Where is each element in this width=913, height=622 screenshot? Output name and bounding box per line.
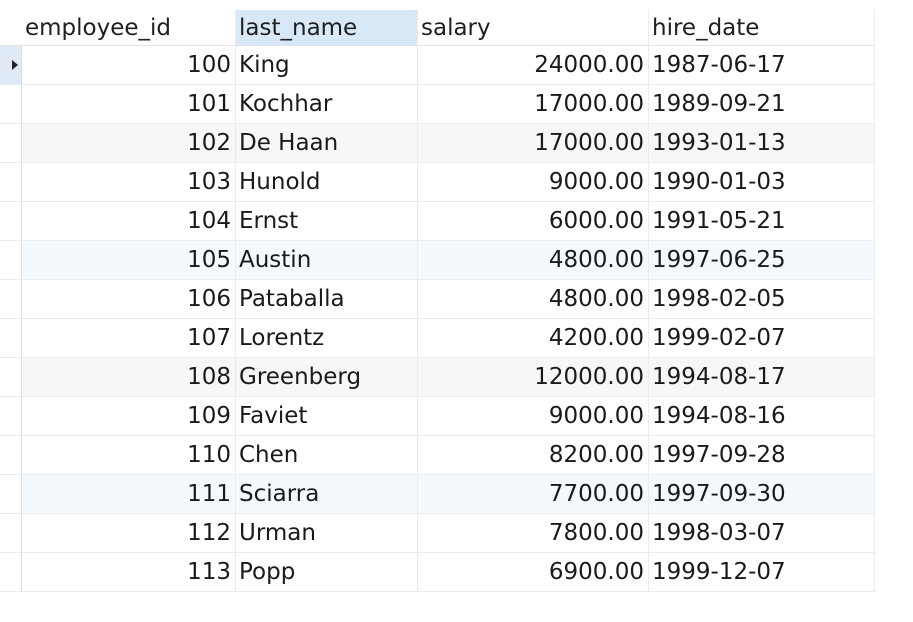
cell-hire-date[interactable]: 1987-06-17 [649, 46, 875, 84]
cell-last-name[interactable]: Lorentz [236, 319, 418, 357]
cell-employee-id[interactable]: 102 [22, 124, 236, 162]
cell-employee-id[interactable]: 106 [22, 280, 236, 318]
cell-salary[interactable]: 8200.00 [418, 436, 649, 474]
row-selector[interactable] [0, 280, 22, 318]
table-row[interactable]: 107 Lorentz 4200.00 1999-02-07 [0, 319, 875, 358]
cell-salary[interactable]: 12000.00 [418, 358, 649, 396]
cell-salary[interactable]: 4800.00 [418, 241, 649, 279]
cell-salary[interactable]: 9000.00 [418, 163, 649, 201]
cell-hire-date[interactable]: 1999-02-07 [649, 319, 875, 357]
row-selector[interactable] [0, 202, 22, 240]
cell-hire-date[interactable]: 1997-09-30 [649, 475, 875, 513]
cell-employee-id[interactable]: 113 [22, 553, 236, 591]
cell-salary[interactable]: 17000.00 [418, 85, 649, 123]
column-header-hire-date[interactable]: hire_date [649, 10, 875, 45]
cell-last-name[interactable]: Chen [236, 436, 418, 474]
row-selector[interactable] [0, 319, 22, 357]
row-selector[interactable] [0, 124, 22, 162]
cell-salary[interactable]: 6900.00 [418, 553, 649, 591]
row-selector[interactable] [0, 85, 22, 123]
column-header-salary[interactable]: salary [418, 10, 649, 45]
cell-salary[interactable]: 24000.00 [418, 46, 649, 84]
table-row[interactable]: 113 Popp 6900.00 1999-12-07 [0, 553, 875, 592]
row-selector[interactable] [0, 397, 22, 435]
cell-hire-date[interactable]: 1998-03-07 [649, 514, 875, 552]
cell-employee-id[interactable]: 107 [22, 319, 236, 357]
cell-hire-date[interactable]: 1999-12-07 [649, 553, 875, 591]
table-row[interactable]: 106 Pataballa 4800.00 1998-02-05 [0, 280, 875, 319]
cell-salary[interactable]: 17000.00 [418, 124, 649, 162]
cell-employee-id[interactable]: 112 [22, 514, 236, 552]
cell-salary[interactable]: 6000.00 [418, 202, 649, 240]
cell-salary[interactable]: 9000.00 [418, 397, 649, 435]
row-selector[interactable] [0, 514, 22, 552]
row-selector[interactable] [0, 163, 22, 201]
cell-last-name[interactable]: Kochhar [236, 85, 418, 123]
table-row[interactable]: 112 Urman 7800.00 1998-03-07 [0, 514, 875, 553]
cell-last-name[interactable]: Ernst [236, 202, 418, 240]
table-row[interactable]: 102 De Haan 17000.00 1993-01-13 [0, 124, 875, 163]
cell-employee-id[interactable]: 101 [22, 85, 236, 123]
grid-body: 100 King 24000.00 1987-06-17 101 Kochhar 17000… [0, 46, 875, 592]
cell-employee-id[interactable]: 104 [22, 202, 236, 240]
cell-salary[interactable]: 4200.00 [418, 319, 649, 357]
column-header-row: employee_id last_name salary hire_date [0, 10, 875, 46]
row-selector[interactable] [0, 241, 22, 279]
cell-hire-date[interactable]: 1993-01-13 [649, 124, 875, 162]
table-row[interactable]: 101 Kochhar 17000.00 1989-09-21 [0, 85, 875, 124]
cell-hire-date[interactable]: 1994-08-16 [649, 397, 875, 435]
table-row[interactable]: 109 Faviet 9000.00 1994-08-16 [0, 397, 875, 436]
cell-hire-date[interactable]: 1989-09-21 [649, 85, 875, 123]
cell-last-name[interactable]: De Haan [236, 124, 418, 162]
cell-salary[interactable]: 4800.00 [418, 280, 649, 318]
cell-salary[interactable]: 7700.00 [418, 475, 649, 513]
cell-employee-id[interactable]: 105 [22, 241, 236, 279]
cell-last-name[interactable]: Urman [236, 514, 418, 552]
table-row[interactable]: 105 Austin 4800.00 1997-06-25 [0, 241, 875, 280]
header-gutter [0, 10, 22, 45]
cell-employee-id[interactable]: 100 [22, 46, 236, 84]
cell-last-name[interactable]: Sciarra [236, 475, 418, 513]
cell-hire-date[interactable]: 1994-08-17 [649, 358, 875, 396]
column-header-last-name[interactable]: last_name [236, 10, 418, 45]
cell-last-name[interactable]: King [236, 46, 418, 84]
table-row[interactable]: 104 Ernst 6000.00 1991-05-21 [0, 202, 875, 241]
cell-employee-id[interactable]: 109 [22, 397, 236, 435]
cell-last-name[interactable]: Faviet [236, 397, 418, 435]
cell-hire-date[interactable]: 1991-05-21 [649, 202, 875, 240]
row-selector[interactable] [0, 553, 22, 591]
table-row[interactable]: 103 Hunold 9000.00 1990-01-03 [0, 163, 875, 202]
cell-last-name[interactable]: Popp [236, 553, 418, 591]
row-selector[interactable] [0, 436, 22, 474]
cell-employee-id[interactable]: 103 [22, 163, 236, 201]
row-selector[interactable] [0, 358, 22, 396]
column-header-employee-id[interactable]: employee_id [22, 10, 236, 45]
cell-hire-date[interactable]: 1990-01-03 [649, 163, 875, 201]
table-row[interactable]: 100 King 24000.00 1987-06-17 [0, 46, 875, 85]
cell-hire-date[interactable]: 1997-06-25 [649, 241, 875, 279]
cell-employee-id[interactable]: 108 [22, 358, 236, 396]
table-row[interactable]: 111 Sciarra 7700.00 1997-09-30 [0, 475, 875, 514]
cell-hire-date[interactable]: 1997-09-28 [649, 436, 875, 474]
table-row[interactable]: 108 Greenberg 12000.00 1994-08-17 [0, 358, 875, 397]
cell-employee-id[interactable]: 110 [22, 436, 236, 474]
table-row[interactable]: 110 Chen 8200.00 1997-09-28 [0, 436, 875, 475]
cell-salary[interactable]: 7800.00 [418, 514, 649, 552]
cell-last-name[interactable]: Hunold [236, 163, 418, 201]
cell-hire-date[interactable]: 1998-02-05 [649, 280, 875, 318]
result-grid: employee_id last_name salary hire_date 1… [0, 10, 875, 592]
row-selector[interactable] [0, 475, 22, 513]
cell-last-name[interactable]: Austin [236, 241, 418, 279]
cell-employee-id[interactable]: 111 [22, 475, 236, 513]
row-pointer-icon [12, 60, 18, 70]
row-selector[interactable] [0, 46, 22, 84]
cell-last-name[interactable]: Greenberg [236, 358, 418, 396]
cell-last-name[interactable]: Pataballa [236, 280, 418, 318]
